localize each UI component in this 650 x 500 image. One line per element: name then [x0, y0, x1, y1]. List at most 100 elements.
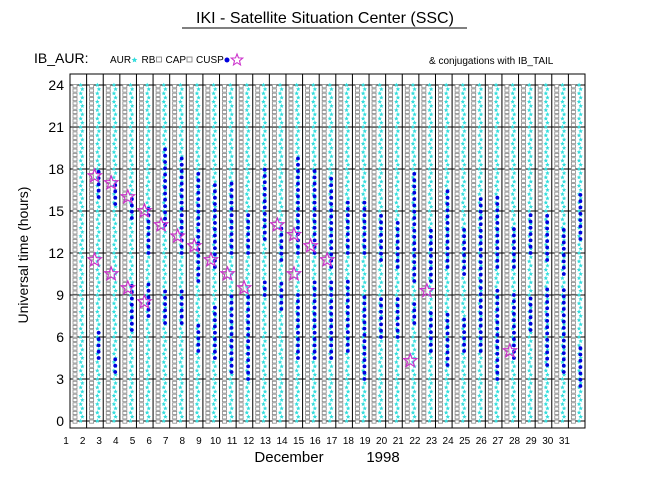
rb-cap-mark [504, 251, 510, 256]
rb-cap-mark [421, 256, 427, 261]
aur-mark [443, 410, 449, 415]
rb-cap-mark [271, 183, 277, 188]
rb-cap-mark [89, 380, 95, 385]
aur-mark [111, 317, 117, 323]
rb-cap-mark [554, 234, 560, 239]
rb-cap-mark [537, 226, 543, 231]
rb-cap-mark [238, 260, 244, 265]
rb-cap-mark [438, 144, 443, 149]
aur-mark [327, 141, 333, 146]
aur-mark [462, 355, 467, 360]
rb-cap-mark [122, 406, 128, 411]
aur-mark [163, 380, 168, 386]
rb-cap-mark [205, 350, 211, 355]
aur-mark [244, 141, 250, 146]
rb-cap-mark [288, 324, 294, 329]
aur-mark [279, 397, 284, 402]
rb-cap-mark [205, 178, 211, 183]
aur-mark [495, 154, 500, 159]
aur-mark [394, 393, 399, 398]
aur-mark [560, 217, 565, 222]
aur-mark [311, 393, 316, 398]
aur-mark [561, 221, 567, 226]
aur-mark [227, 267, 233, 272]
legend-label: AUR [110, 55, 131, 66]
aur-mark [80, 128, 85, 134]
aur-mark [345, 229, 351, 234]
rb-cap-mark [155, 307, 161, 312]
aur-mark [196, 154, 201, 159]
aur-mark [277, 91, 283, 96]
rb-cap-mark [537, 161, 543, 166]
rb-cap-mark [271, 234, 277, 239]
rb-cap-mark [122, 174, 128, 179]
rb-cap-mark [255, 363, 261, 368]
aur-mark [261, 275, 266, 281]
rb-cap-mark [271, 398, 277, 403]
aur-mark [528, 137, 534, 142]
aur-mark [279, 229, 284, 234]
aur-mark [412, 372, 417, 377]
rb-cap-mark [205, 307, 211, 312]
aur-mark [296, 389, 301, 394]
rb-cap-mark [504, 170, 510, 175]
aur-mark [379, 179, 384, 184]
rb-cap-mark [355, 243, 360, 248]
aur-mark [445, 179, 451, 184]
aur-mark [493, 275, 499, 281]
aur-mark [128, 401, 133, 407]
rb-cap-mark [89, 152, 95, 157]
aur-mark [95, 326, 100, 331]
aur-mark [445, 372, 451, 377]
aur-mark [80, 103, 85, 108]
aur-mark [161, 326, 166, 331]
aur-mark [561, 179, 567, 184]
rb-cap-mark [105, 251, 111, 256]
aur-mark [312, 397, 318, 402]
aur-mark [495, 162, 500, 167]
aur-mark [80, 305, 85, 310]
rb-cap-mark [305, 410, 310, 415]
rb-cap-mark [388, 88, 394, 93]
rb-cap-mark [355, 114, 360, 119]
aur-mark [394, 124, 399, 129]
rb-cap-mark [471, 415, 477, 420]
rb-cap-mark [155, 148, 161, 153]
rb-cap-mark [255, 264, 261, 269]
aur-mark [377, 166, 382, 171]
aur-mark [560, 284, 565, 289]
rb-cap-mark [305, 118, 310, 123]
aur-mark [545, 187, 550, 192]
rb-cap-mark [471, 419, 477, 424]
rb-cap-mark [454, 118, 460, 123]
aur-mark [80, 196, 85, 201]
aur-mark [445, 137, 451, 142]
rb-cap-mark [570, 337, 576, 342]
rb-cap-mark [238, 204, 244, 209]
rb-cap-mark [471, 92, 477, 97]
aur-mark [545, 347, 550, 352]
aur-mark [545, 128, 550, 134]
rb-cap-mark [222, 118, 227, 123]
aur-mark [146, 406, 151, 411]
rb-cap-mark [487, 191, 493, 196]
rb-cap-mark [554, 277, 560, 282]
rb-cap-mark [570, 256, 576, 261]
rb-cap-mark [355, 122, 360, 127]
rb-cap-mark [271, 135, 277, 140]
aur-mark [294, 385, 299, 390]
rb-cap-mark [487, 264, 493, 269]
rb-cap-mark [72, 376, 78, 381]
rb-cap-mark [321, 281, 327, 286]
aur-mark [527, 267, 532, 272]
rb-cap-mark [504, 101, 510, 106]
rb-cap-mark [89, 226, 95, 231]
aur-mark [277, 208, 283, 213]
rb-cap-mark [454, 320, 460, 325]
aur-mark [360, 359, 366, 365]
aur-mark [561, 95, 567, 100]
aur-mark [113, 221, 118, 226]
aur-mark [211, 175, 216, 180]
rb-cap-mark [255, 281, 261, 286]
aur-mark [78, 250, 83, 255]
